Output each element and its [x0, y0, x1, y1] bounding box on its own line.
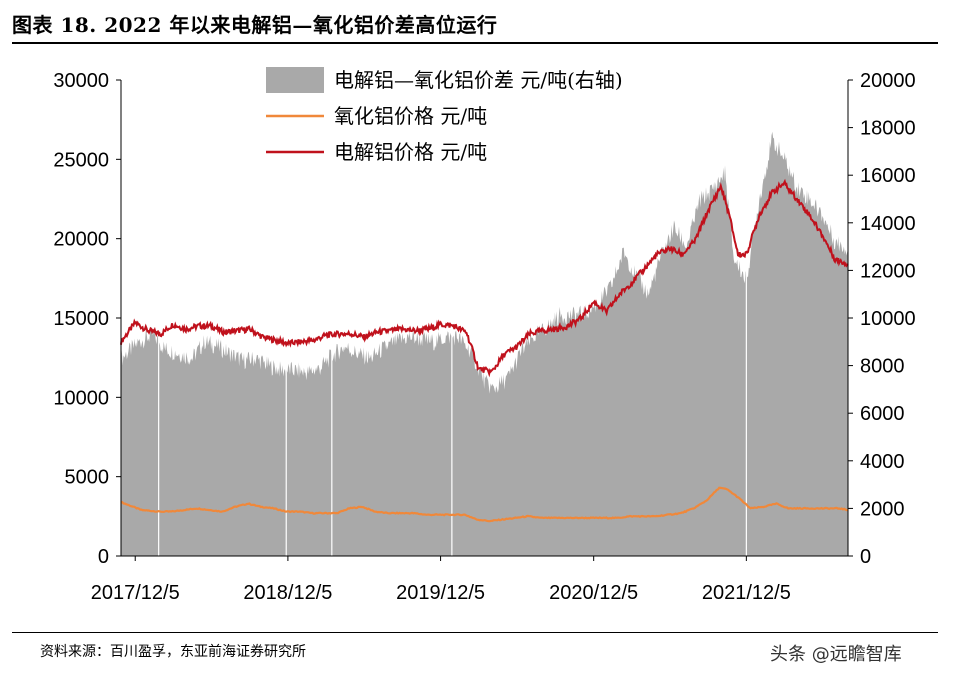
- chart-title: 图表 18. 2022 年以来电解铝—氧化铝价差高位运行: [12, 13, 498, 37]
- y-right-tick-label: 20000: [860, 70, 916, 92]
- y-left-tick-label: 10000: [53, 387, 109, 409]
- x-tick-label: 2018/12/5: [243, 582, 332, 604]
- watermark: 头条 @远瞻智库: [770, 644, 902, 665]
- legend-label-spread: 电解铝—氧化铝价差 元/吨(右轴): [334, 68, 623, 92]
- y-right-tick-label: 2000: [860, 498, 905, 520]
- legend-label-aluminum: 电解铝价格 元/吨: [334, 140, 487, 164]
- x-tick-label: 2020/12/5: [549, 582, 638, 604]
- y-left-tick-label: 25000: [53, 149, 109, 171]
- legend-label-alumina: 氧化铝价格 元/吨: [334, 104, 487, 128]
- x-tick-label: 2017/12/5: [91, 582, 180, 604]
- y-left-tick-label: 30000: [53, 70, 109, 92]
- series-alumina-line: [120, 486, 849, 523]
- y-left-tick-label: 5000: [65, 467, 110, 489]
- series-aluminum-line: [120, 178, 849, 378]
- y-right-tick-label: 8000: [860, 356, 905, 378]
- y-right-tick-label: 16000: [860, 165, 916, 187]
- y-right-tick-label: 6000: [860, 403, 905, 425]
- y-right-tick-label: 0: [860, 546, 871, 568]
- y-right-tick-label: 18000: [860, 118, 916, 140]
- series-spread-area: [121, 131, 848, 556]
- title-underline: [12, 42, 938, 44]
- y-right-tick-label: 10000: [860, 308, 916, 330]
- source-note: 资料来源：百川盈孚，东亚前海证券研究所: [40, 644, 306, 660]
- y-left-tick-label: 15000: [53, 308, 109, 330]
- x-tick-label: 2019/12/5: [396, 582, 485, 604]
- y-left-tick-label: 0: [98, 546, 109, 568]
- chart-area: 0 5000 10000 15000 20000 25000 30000 0 2000 4000 6…: [53, 67, 916, 604]
- x-tick-label: 2021/12/5: [702, 582, 791, 604]
- y-right-tick-label: 14000: [860, 213, 916, 235]
- y-right-tick-label: 4000: [860, 451, 905, 473]
- legend-swatch-spread: [266, 67, 324, 93]
- y-left-tick-label: 20000: [53, 229, 109, 251]
- footer-rule: [12, 632, 938, 633]
- y-right-tick-label: 12000: [860, 260, 916, 282]
